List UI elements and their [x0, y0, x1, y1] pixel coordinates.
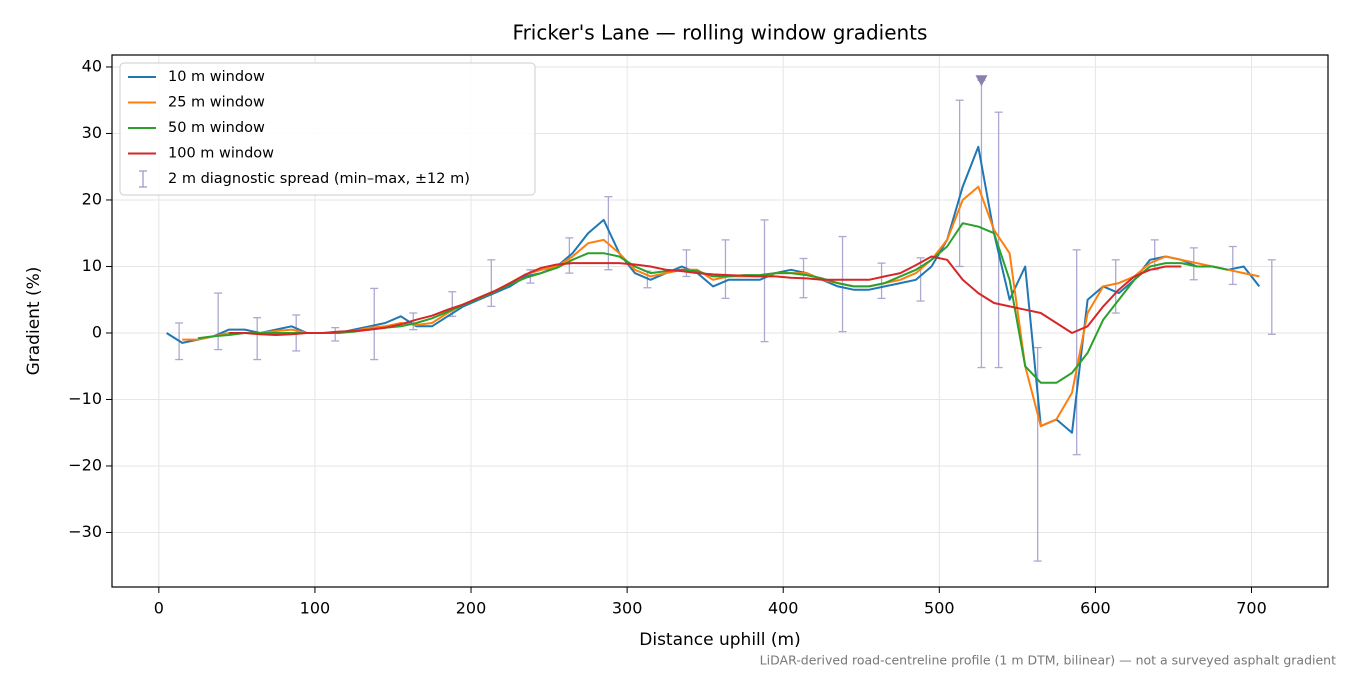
error-bar — [370, 287, 379, 361]
series-line — [229, 255, 1182, 336]
legend: 10 m window 25 m window 50 m window 100 m w… — [119, 62, 536, 196]
error-bar — [1072, 249, 1081, 456]
error-bar — [955, 99, 964, 268]
error-bar — [1228, 245, 1237, 286]
plot-area — [166, 75, 1276, 562]
y-tick-label: 40 — [82, 56, 102, 75]
error-bar — [994, 111, 1003, 369]
error-bar — [1033, 346, 1042, 562]
error-bar — [721, 239, 730, 300]
legend-label: 2 m diagnostic spread (min–max, ±12 m) — [168, 171, 470, 187]
legend-box — [119, 62, 536, 196]
y-tick-label: −30 — [68, 522, 102, 541]
legend-label: 100 m window — [168, 146, 274, 162]
error-bar — [1267, 259, 1276, 335]
legend-label: 50 m window — [168, 120, 265, 136]
x-tick-label: 100 — [300, 599, 331, 618]
x-axis-label: Distance uphill (m) — [639, 630, 800, 650]
y-tick-label: 30 — [82, 123, 102, 142]
x-tick-label: 700 — [1236, 599, 1267, 618]
y-tick-label: −20 — [68, 455, 102, 474]
max-marker — [975, 75, 988, 87]
footnote: LiDAR-derived road-centreline profile (1… — [760, 653, 1336, 668]
legend-swatch — [139, 170, 147, 188]
error-bar — [604, 195, 613, 271]
x-tick-label: 600 — [1080, 599, 1111, 618]
x-tick-label: 200 — [456, 599, 487, 618]
error-bar — [331, 326, 340, 342]
chart-title: Fricker's Lane — rolling window gradient… — [513, 21, 928, 45]
error-bar — [877, 262, 886, 300]
x-tick-label: 400 — [768, 599, 799, 618]
error-bar — [214, 292, 223, 351]
error-bar — [916, 257, 925, 302]
x-tick-label: 0 — [154, 599, 164, 618]
plot-frame — [111, 54, 1329, 588]
legend-label: 25 m window — [168, 95, 265, 111]
error-bar — [1189, 247, 1198, 281]
y-axis-label: Gradient (%) — [24, 267, 44, 376]
y-tick-label: 10 — [82, 256, 102, 275]
legend-label: 10 m window — [168, 69, 265, 85]
x-tick-label: 500 — [924, 599, 955, 618]
y-tick-label: 0 — [92, 322, 102, 341]
y-tick-label: 20 — [82, 189, 102, 208]
error-bar — [487, 259, 496, 308]
error-bar — [760, 219, 769, 343]
x-tick-label: 300 — [612, 599, 643, 618]
error-bar — [253, 317, 262, 361]
y-tick-label: −10 — [68, 389, 102, 408]
